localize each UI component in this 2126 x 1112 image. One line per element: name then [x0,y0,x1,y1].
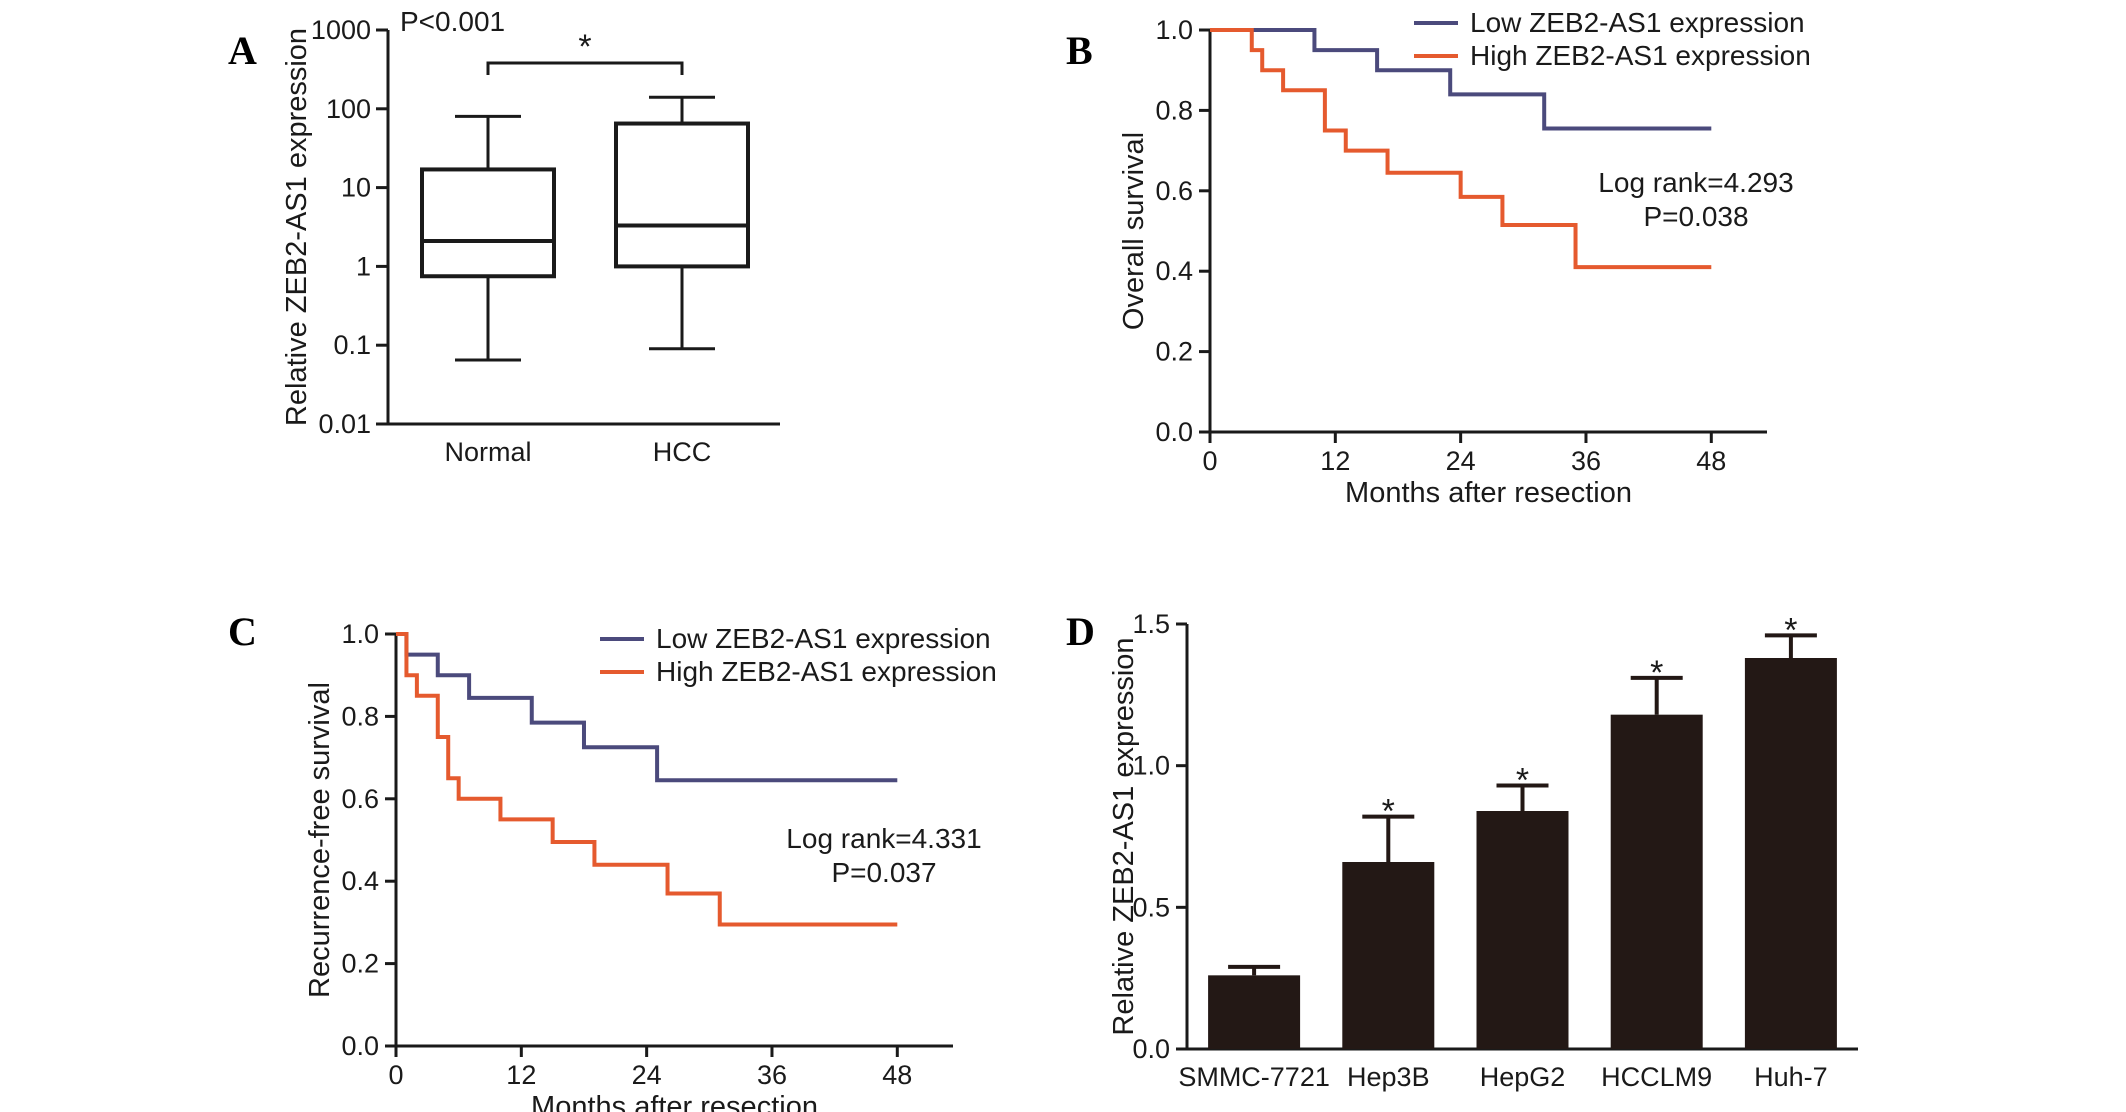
p-value-annotation: P=0.038 [1643,201,1748,232]
x-tick-label: 12 [506,1060,536,1090]
bar [1476,811,1569,1049]
y-axis-label: Relative ZEB2-AS1 expression [1108,637,1140,1035]
x-tick-label: HepG2 [1480,1062,1566,1092]
y-tick-label: 0.4 [1155,256,1193,286]
y-tick-label: 0.6 [341,784,379,814]
panel-b-overall-survival: 1.0 0.8 0.6 0.4 0.2 0.0 0 12 24 36 48 Months after … [1118,7,1811,509]
y-tick-label: 0.0 [341,1031,379,1061]
significance-star: * [578,28,591,66]
y-tick-label: 0.6 [1155,176,1193,206]
x-tick-label: 36 [757,1060,787,1090]
log-rank-annotation: Log rank=4.331 [786,823,981,854]
y-tick-label: 0.8 [341,701,379,731]
significance-star: * [1516,762,1529,800]
survival-curve-high [1210,28,1712,270]
x-tick-label: 12 [1320,446,1350,476]
y-tick-label: 1.0 [1155,15,1193,45]
x-tick-label: HCC [653,437,712,467]
y-axis-label: Relative ZEB2-AS1 expression [281,28,313,426]
panel-c-recurrence-free-survival: 1.0 0.8 0.6 0.4 0.2 0.0 0 12 24 36 48 Months after … [304,619,997,1112]
x-tick-label: Hep3B [1347,1062,1430,1092]
bar [1208,975,1301,1049]
legend-label-high: High ZEB2-AS1 expression [656,656,997,687]
x-tick-label: 48 [882,1060,912,1090]
x-tick-label: 24 [632,1060,662,1090]
y-tick-label: 0.8 [1155,95,1193,125]
x-axis-label: Months after resection [531,1091,818,1112]
y-tick-label: 1000 [311,15,371,45]
panel-letter-c: C [228,609,257,654]
y-tick-label: 0.2 [1155,337,1193,367]
y-tick-label: 1 [356,251,371,281]
bar [1610,714,1703,1049]
x-tick-label: SMMC-7721 [1178,1062,1330,1092]
p-value-annotation: P<0.001 [400,6,505,37]
y-axis-label: Overall survival [1118,132,1150,330]
legend-label-low: Low ZEB2-AS1 expression [1470,7,1805,38]
x-tick-label: Normal [444,437,531,467]
significance-star: * [1650,654,1663,692]
box-iqr [614,121,750,269]
bar [1342,862,1435,1049]
log-rank-annotation: Log rank=4.293 [1598,167,1793,198]
x-tick-label: Huh-7 [1754,1062,1828,1092]
survival-curve-low [1210,28,1712,131]
legend-label-low: Low ZEB2-AS1 expression [656,623,991,654]
y-tick-label: 0.5 [1132,892,1170,922]
x-tick-label: 24 [1446,446,1476,476]
significance-star: * [1382,793,1395,831]
x-tick-label: 0 [1202,446,1217,476]
y-tick-label: 10 [341,173,371,203]
y-tick-label: 1.0 [341,619,379,649]
y-tick-label: 0.0 [1132,1034,1170,1064]
legend-label-high: High ZEB2-AS1 expression [1470,40,1811,71]
y-axis-label: Recurrence-free survival [304,682,336,998]
y-tick-label: 0.4 [341,866,379,896]
x-tick-label: HCCLM9 [1601,1062,1712,1092]
x-axis-label: Months after resection [1345,477,1632,509]
bar [1744,658,1837,1049]
box-iqr [420,167,556,279]
panel-letter-d: D [1066,609,1095,654]
significance-bracket [486,61,684,75]
panel-letter-a: A [228,28,257,73]
y-tick-label: 0.0 [1155,417,1193,447]
y-tick-label: 1.5 [1132,609,1170,639]
x-tick-label: 36 [1571,446,1601,476]
p-value-annotation: P=0.037 [831,857,936,888]
y-tick-label: 100 [326,94,371,124]
survival-curve-low [396,632,898,783]
y-tick-label: 0.2 [341,949,379,979]
x-tick-label: 0 [388,1060,403,1090]
panel-letter-b: B [1066,28,1093,73]
y-tick-label: 0.01 [318,409,371,439]
significance-star: * [1784,611,1797,649]
x-tick-label: 48 [1696,446,1726,476]
y-tick-label: 1.0 [1132,751,1170,781]
survival-curve-high [396,632,898,927]
y-tick-label: 0.1 [333,330,371,360]
